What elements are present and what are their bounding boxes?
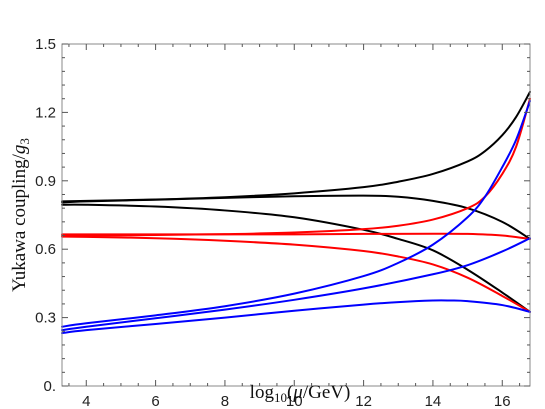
series-line-6	[61, 235, 531, 313]
y-tick-label: 0.9	[35, 173, 56, 190]
axis-ticks	[62, 43, 530, 387]
series-line-4	[61, 97, 531, 237]
plot-frame	[61, 43, 531, 387]
series-line-3	[61, 203, 531, 313]
x-tick-label: 12	[355, 393, 372, 409]
x-tick-label: 6	[151, 393, 159, 409]
x-axis-title: log10(μ/GeV)	[250, 382, 351, 405]
y-tick-label: 1.5	[35, 36, 56, 53]
y-tick-label: 0.3	[35, 310, 56, 327]
tick-labels: 4 6 8 10 12 14 16 0. 0.3 0.6 0.9 1.2 1.5	[35, 36, 510, 409]
y-tick-label: 0.	[43, 378, 56, 395]
series-line-8	[61, 237, 531, 332]
series-line-1	[61, 90, 531, 203]
x-tick-label: 8	[221, 393, 229, 409]
series-line-9	[61, 299, 531, 335]
x-tick-label: 14	[425, 393, 442, 409]
chart-curves	[61, 90, 531, 335]
series-line-7	[61, 100, 531, 328]
x-tick-label: 4	[82, 393, 90, 409]
x-tick-label: 16	[494, 393, 511, 409]
y-axis-title: Yukawa coupling/g3	[9, 138, 32, 292]
series-line-5	[61, 232, 531, 240]
x-tick-label: 10	[286, 393, 303, 409]
y-tick-label: 0.6	[35, 241, 56, 258]
y-tick-label: 1.2	[35, 104, 56, 121]
